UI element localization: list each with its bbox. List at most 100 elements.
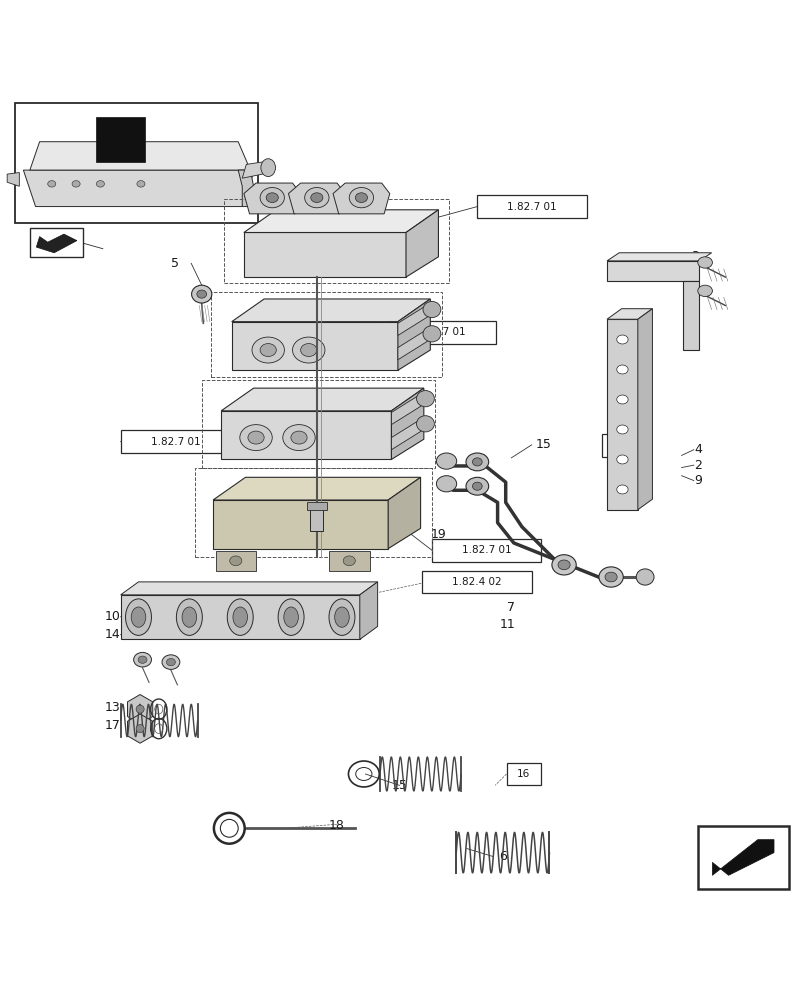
Ellipse shape <box>616 485 628 494</box>
Polygon shape <box>7 173 19 186</box>
Ellipse shape <box>176 599 202 635</box>
Text: 8: 8 <box>615 441 622 451</box>
Bar <box>211 292 442 377</box>
Polygon shape <box>127 695 152 724</box>
Text: 5: 5 <box>171 257 178 270</box>
Ellipse shape <box>131 607 146 627</box>
Bar <box>607 319 637 510</box>
Bar <box>602 434 636 457</box>
Ellipse shape <box>423 326 440 342</box>
Bar <box>431 539 541 562</box>
Polygon shape <box>607 261 698 281</box>
Text: 18: 18 <box>328 819 345 832</box>
Polygon shape <box>121 595 359 639</box>
Ellipse shape <box>334 607 349 627</box>
Text: 1.82.7 01: 1.82.7 01 <box>461 545 511 555</box>
Polygon shape <box>221 388 423 411</box>
Polygon shape <box>212 477 420 500</box>
Polygon shape <box>328 551 369 571</box>
Ellipse shape <box>423 301 440 318</box>
Polygon shape <box>397 327 430 360</box>
Polygon shape <box>215 551 255 571</box>
Ellipse shape <box>616 365 628 374</box>
Ellipse shape <box>328 599 354 635</box>
Text: 2: 2 <box>690 268 697 281</box>
Ellipse shape <box>239 425 272 451</box>
Ellipse shape <box>551 555 576 575</box>
Ellipse shape <box>136 705 144 713</box>
Ellipse shape <box>349 188 373 208</box>
Ellipse shape <box>227 599 253 635</box>
Bar <box>97 117 145 162</box>
Text: 6: 6 <box>499 850 507 863</box>
Polygon shape <box>607 253 710 261</box>
Ellipse shape <box>72 181 80 187</box>
Polygon shape <box>24 170 254 207</box>
Polygon shape <box>212 500 388 549</box>
Ellipse shape <box>466 453 488 471</box>
Bar <box>201 380 435 468</box>
Polygon shape <box>243 232 406 277</box>
Ellipse shape <box>436 453 456 469</box>
Text: 11: 11 <box>499 618 514 631</box>
Ellipse shape <box>166 658 175 666</box>
Bar <box>195 468 431 557</box>
Text: 19: 19 <box>430 528 446 541</box>
Ellipse shape <box>472 458 482 466</box>
Ellipse shape <box>599 567 623 587</box>
Text: 2: 2 <box>693 459 701 472</box>
Ellipse shape <box>636 569 653 585</box>
Ellipse shape <box>126 599 152 635</box>
Ellipse shape <box>300 344 316 357</box>
Polygon shape <box>288 183 345 214</box>
Ellipse shape <box>97 181 105 187</box>
Ellipse shape <box>266 193 278 203</box>
Ellipse shape <box>436 476 456 492</box>
Ellipse shape <box>251 337 284 363</box>
Bar <box>30 228 83 257</box>
Text: 13: 13 <box>105 701 120 714</box>
Bar <box>121 430 230 453</box>
Bar <box>477 195 586 218</box>
Ellipse shape <box>355 193 367 203</box>
Ellipse shape <box>343 556 355 566</box>
Text: 4: 4 <box>693 443 701 456</box>
Ellipse shape <box>182 607 196 627</box>
Ellipse shape <box>472 482 482 490</box>
Text: 10: 10 <box>105 610 120 623</box>
Text: 1.82.4 02: 1.82.4 02 <box>452 577 501 587</box>
Ellipse shape <box>282 425 315 451</box>
Polygon shape <box>242 162 266 178</box>
Ellipse shape <box>278 599 303 635</box>
Text: 9: 9 <box>693 474 701 487</box>
Polygon shape <box>30 142 250 170</box>
Text: 3: 3 <box>690 250 697 263</box>
Bar <box>422 571 531 593</box>
Polygon shape <box>231 322 397 370</box>
Ellipse shape <box>304 188 328 208</box>
Polygon shape <box>359 582 377 639</box>
Text: 1: 1 <box>690 287 697 300</box>
Polygon shape <box>711 840 773 875</box>
Ellipse shape <box>260 159 275 177</box>
Ellipse shape <box>136 725 144 733</box>
Ellipse shape <box>260 344 276 357</box>
Text: 16: 16 <box>517 769 530 779</box>
Text: 7: 7 <box>507 601 515 614</box>
Ellipse shape <box>48 181 56 187</box>
Ellipse shape <box>138 656 147 663</box>
Bar <box>307 502 326 510</box>
Polygon shape <box>391 388 423 459</box>
Polygon shape <box>682 281 698 350</box>
Ellipse shape <box>230 556 242 566</box>
Text: 15: 15 <box>535 438 551 451</box>
Polygon shape <box>243 210 438 232</box>
Ellipse shape <box>416 416 434 432</box>
Ellipse shape <box>697 257 711 268</box>
Ellipse shape <box>292 337 324 363</box>
Polygon shape <box>238 170 254 207</box>
Text: 17: 17 <box>105 719 120 732</box>
Ellipse shape <box>134 652 152 667</box>
Polygon shape <box>221 411 391 459</box>
Ellipse shape <box>260 188 284 208</box>
